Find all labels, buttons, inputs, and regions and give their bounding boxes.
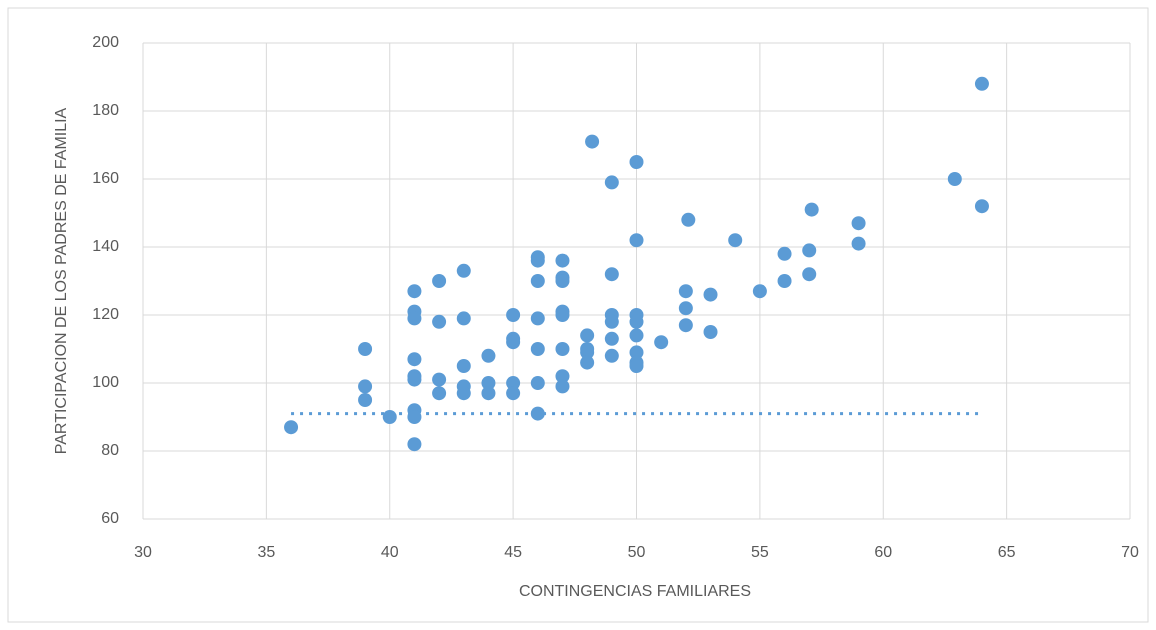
point <box>629 328 644 343</box>
point <box>947 172 962 186</box>
point <box>530 376 545 390</box>
point <box>432 314 447 329</box>
point <box>851 216 866 231</box>
point <box>629 233 644 248</box>
x-tick-label: 70 <box>1121 544 1139 561</box>
point <box>604 267 619 282</box>
point <box>530 311 545 326</box>
point <box>585 134 600 149</box>
point <box>629 314 644 329</box>
point <box>703 287 718 302</box>
point <box>407 311 422 326</box>
point <box>530 342 545 356</box>
y-tick-label: 100 <box>92 374 119 391</box>
point <box>407 284 422 299</box>
point <box>580 355 595 370</box>
point <box>555 274 570 288</box>
point <box>530 406 545 421</box>
y-tick-label: 200 <box>92 34 119 51</box>
point <box>530 274 545 288</box>
point <box>555 369 570 384</box>
x-tick-label: 40 <box>381 544 399 561</box>
point <box>506 386 521 401</box>
y-tick-label: 80 <box>101 442 119 459</box>
point <box>407 410 422 424</box>
point <box>530 253 545 268</box>
point <box>681 212 696 227</box>
point <box>555 253 570 268</box>
point <box>851 236 866 251</box>
y-axis-title: PARTICIPACION DE LOS PADRES DE FAMILIA <box>53 107 70 454</box>
point <box>604 331 619 346</box>
point <box>804 202 819 217</box>
point <box>604 314 619 329</box>
point <box>555 308 570 322</box>
point <box>432 274 447 288</box>
x-tick-label: 30 <box>134 544 152 561</box>
point <box>481 386 496 401</box>
point <box>407 437 422 452</box>
point <box>506 335 521 350</box>
point <box>678 318 693 333</box>
point <box>456 311 471 326</box>
point <box>802 267 817 282</box>
y-tick-label: 120 <box>92 306 119 323</box>
point <box>974 199 989 214</box>
y-tick-label: 160 <box>92 170 119 187</box>
point <box>432 386 447 401</box>
point <box>580 328 595 343</box>
point <box>481 348 496 363</box>
point <box>728 233 743 248</box>
x-tick-label: 55 <box>751 544 769 561</box>
point <box>629 359 644 373</box>
point <box>604 175 619 190</box>
point <box>580 345 595 360</box>
point <box>678 284 693 299</box>
point <box>802 243 817 258</box>
x-tick-label: 65 <box>998 544 1016 561</box>
point <box>456 386 471 401</box>
point <box>974 76 989 91</box>
point <box>358 393 373 407</box>
y-tick-label: 60 <box>101 510 119 527</box>
point <box>481 376 496 390</box>
point <box>555 342 570 356</box>
point <box>456 359 471 373</box>
point <box>456 263 471 278</box>
point <box>432 372 447 387</box>
x-axis-title: CONTINGENCIAS FAMILIARES <box>519 583 751 600</box>
point <box>382 410 397 424</box>
x-tick-label: 35 <box>257 544 275 561</box>
point <box>654 335 669 350</box>
point <box>506 308 521 322</box>
point <box>777 274 792 288</box>
point <box>752 284 767 299</box>
y-tick-label: 180 <box>92 102 119 119</box>
point <box>407 352 422 367</box>
point <box>407 372 422 387</box>
point <box>777 246 792 261</box>
point <box>284 420 299 435</box>
point <box>358 379 373 394</box>
point <box>678 301 693 316</box>
point <box>604 348 619 363</box>
x-tick-label: 50 <box>628 544 646 561</box>
point <box>555 379 570 394</box>
point <box>629 345 644 360</box>
point <box>629 155 644 169</box>
point <box>506 376 521 390</box>
x-tick-label: 45 <box>504 544 522 561</box>
point <box>703 325 718 339</box>
x-tick-label: 60 <box>874 544 892 561</box>
point <box>358 342 373 356</box>
y-tick-label: 140 <box>92 238 119 255</box>
